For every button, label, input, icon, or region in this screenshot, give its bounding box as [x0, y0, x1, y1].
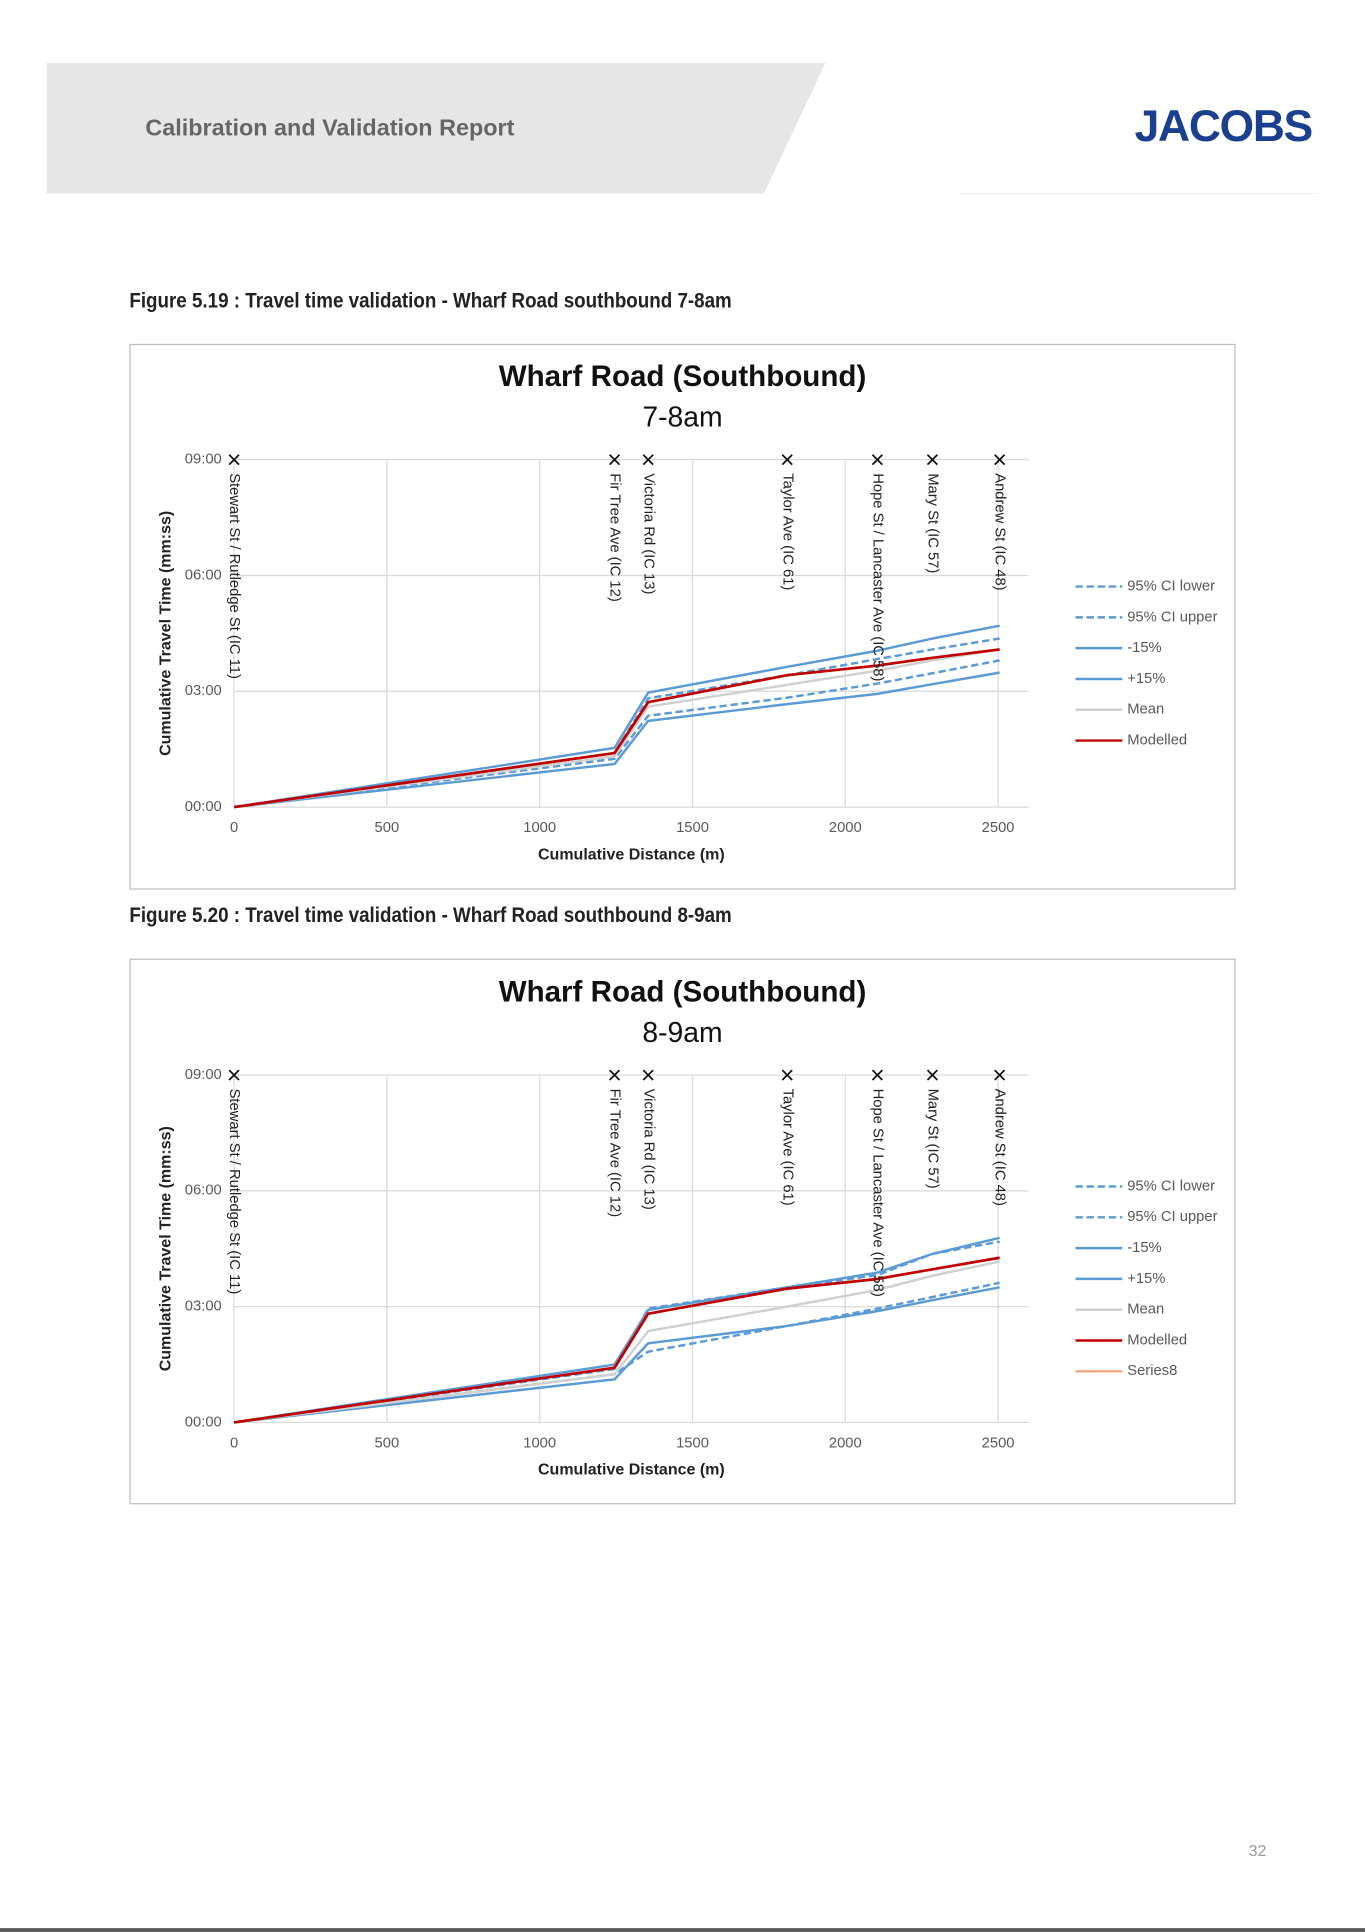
y-tick-label: 00:00 [185, 799, 222, 815]
x-axis-label: Cumulative Distance (m) [538, 1462, 725, 1479]
intersection-label: Fir Tree Ave (IC 12) [607, 1089, 623, 1218]
intersection-marker [228, 1069, 240, 1081]
figure-caption: Figure 5.19 : Travel time validation - W… [129, 290, 731, 313]
y-tick-label: 03:00 [185, 683, 222, 699]
chart-subtitle: 8-9am [642, 1017, 722, 1049]
x-tick-label: 500 [375, 1435, 400, 1451]
intersection-label: Mary St (IC 57) [925, 1089, 941, 1189]
y-tick-label: 06:00 [185, 1183, 222, 1199]
page-number: 32 [1249, 1843, 1267, 1860]
series-line [233, 648, 1000, 809]
page-edge [0, 1928, 1365, 1932]
x-tick-label: 2500 [982, 1435, 1015, 1451]
intersection-marker [642, 454, 654, 466]
y-tick-label: 03:00 [185, 1299, 222, 1315]
legend-label: Series8 [1127, 1363, 1177, 1379]
legend-label: Mean [1127, 1302, 1164, 1318]
chart-subtitle: 7-8am [642, 401, 722, 433]
chart-title: Wharf Road (Southbound) [499, 976, 867, 1009]
series-line [233, 648, 1000, 809]
intersection-label: Mary St (IC 57) [925, 473, 941, 573]
y-tick-label: 00:00 [185, 1414, 222, 1430]
legend-label: 95% CI lower [1127, 1178, 1215, 1194]
y-axis-label: Cumulative Travel Time (mm:ss) [158, 511, 175, 756]
series-line [233, 671, 1000, 809]
intersection-marker [994, 454, 1006, 466]
intersection-label: Taylor Ave (IC 61) [779, 1089, 795, 1206]
intersection-marker [871, 1069, 883, 1081]
x-tick-label: 2500 [982, 820, 1015, 836]
legend-label: +15% [1127, 671, 1165, 687]
y-tick-label: 09:00 [185, 1067, 222, 1083]
intersection-label: Andrew St (IC 48) [992, 1089, 1008, 1206]
intersection-marker [609, 1069, 621, 1081]
legend-label: Modelled [1127, 732, 1187, 748]
intersection-label: Stewart St / Rutledge St (IC 11) [226, 473, 242, 679]
intersection-marker [781, 1069, 793, 1081]
y-axis-label: Cumulative Travel Time (mm:ss) [158, 1126, 175, 1371]
x-tick-label: 1500 [676, 1435, 709, 1451]
intersection-marker [926, 454, 938, 466]
series-line [233, 1286, 1000, 1424]
legend-label: Mean [1127, 702, 1164, 718]
intersection-label: Andrew St (IC 48) [992, 473, 1008, 590]
legend-label: -15% [1127, 1240, 1161, 1256]
legend-label: 95% CI upper [1127, 1209, 1217, 1225]
x-axis-label: Cumulative Distance (m) [538, 846, 725, 863]
x-tick-label: 1500 [676, 820, 709, 836]
chart-frame [129, 958, 1236, 1505]
chart-frame [129, 343, 1236, 890]
x-tick-label: 2000 [829, 1435, 862, 1451]
intersection-label: Stewart St / Rutledge St (IC 11) [226, 1089, 242, 1295]
intersection-label: Hope St / Lancaster Ave (IC 58) [869, 473, 885, 681]
series-line [233, 624, 1000, 809]
intersection-label: Victoria Rd (IC 13) [640, 1089, 656, 1210]
x-tick-label: 500 [375, 820, 400, 836]
legend-label: +15% [1127, 1271, 1165, 1287]
legend-label: Modelled [1127, 1332, 1187, 1348]
intersection-label: Fir Tree Ave (IC 12) [607, 473, 623, 602]
intersection-marker [926, 1069, 938, 1081]
y-tick-label: 09:00 [185, 452, 222, 468]
header-title: Calibration and Validation Report [145, 115, 514, 141]
x-tick-label: 1000 [523, 820, 556, 836]
legend-label: 95% CI lower [1127, 578, 1215, 594]
figure-caption: Figure 5.20 : Travel time validation - W… [129, 904, 731, 927]
intersection-marker [871, 454, 883, 466]
legend-label: 95% CI upper [1127, 609, 1217, 625]
intersection-marker [609, 454, 621, 466]
series-line [233, 1256, 1000, 1424]
x-tick-label: 1000 [523, 1435, 556, 1451]
series-line [233, 1260, 1000, 1424]
intersection-marker [642, 1069, 654, 1081]
y-tick-label: 06:00 [185, 567, 222, 583]
intersection-marker [994, 1069, 1006, 1081]
intersection-label: Taylor Ave (IC 61) [779, 473, 795, 590]
intersection-marker [781, 454, 793, 466]
series-line [233, 659, 1000, 809]
header-band [46, 62, 826, 194]
intersection-label: Victoria Rd (IC 13) [640, 473, 656, 594]
intersection-marker [228, 454, 240, 466]
logo: JACOBS [1135, 102, 1312, 151]
series-line [233, 1281, 1000, 1424]
legend-label: -15% [1127, 640, 1161, 656]
x-tick-label: 0 [230, 1435, 238, 1451]
x-tick-label: 2000 [829, 820, 862, 836]
chart-title: Wharf Road (Southbound) [499, 360, 867, 393]
x-tick-label: 0 [230, 820, 238, 836]
intersection-label: Hope St / Lancaster Ave (IC 58) [869, 1089, 885, 1297]
